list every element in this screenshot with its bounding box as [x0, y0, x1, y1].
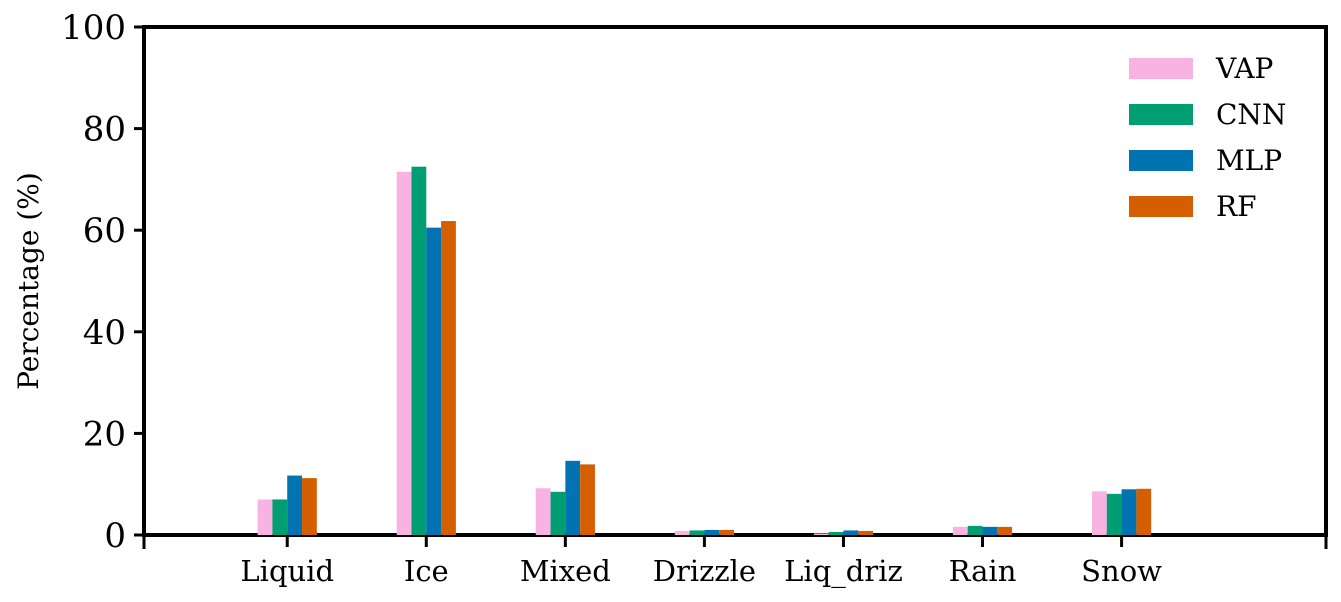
y-axis-ticks: 0 20 40 60 80 100: [61, 8, 144, 556]
bar-mlp-ice: [426, 227, 442, 535]
x-tick-label: Drizzle: [653, 554, 756, 588]
bar-cnn-mixed: [550, 491, 566, 535]
y-tick-label: 60: [83, 211, 126, 251]
bar-cnn-liquid: [272, 499, 288, 535]
x-axis-ticks: Liquid Ice Mixed Drizzle Liq_driz Rain Snow: [142, 535, 1328, 589]
x-tick-label: Mixed: [520, 554, 611, 588]
bar-vap-snow: [1091, 491, 1107, 535]
y-tick-label: 40: [83, 313, 126, 353]
legend-swatch-cnn: [1129, 104, 1193, 125]
legend-swatch-mlp: [1129, 150, 1193, 171]
bar-cnn-liq_driz: [828, 531, 844, 535]
bar-rf-ice: [441, 221, 456, 535]
bar-cnn-ice: [411, 166, 427, 535]
bar-rf-liquid: [302, 478, 317, 535]
bar-vap-liq_driz: [813, 533, 829, 535]
x-tick-label: Liquid: [240, 554, 334, 588]
bar-vap-liquid: [257, 499, 273, 535]
bar-rf-rain: [997, 526, 1013, 535]
y-tick-label: 0: [104, 516, 126, 556]
x-tick-label: Ice: [404, 554, 449, 588]
bar-mlp-rain: [982, 526, 998, 535]
y-tick-label: 80: [83, 110, 126, 150]
bars-group: [257, 166, 1152, 535]
x-tick-label: Liq_driz: [784, 554, 903, 589]
y-tick-label: 20: [83, 414, 126, 454]
plot-frame: [142, 25, 1328, 537]
bar-rf-snow: [1136, 488, 1152, 535]
x-tick-label: Snow: [1081, 554, 1162, 588]
bar-vap-mixed: [535, 488, 551, 535]
bar-rf-liq_driz: [858, 530, 874, 535]
bar-vap-ice: [396, 171, 412, 535]
legend: VAP CNN MLP RF: [1129, 52, 1286, 223]
y-axis-label: Percentage (%): [12, 172, 45, 390]
bar-vap-rain: [952, 526, 968, 535]
legend-swatch-rf: [1129, 196, 1193, 217]
legend-label-rf: RF: [1216, 190, 1257, 223]
bar-mlp-liq_driz: [843, 530, 859, 535]
legend-label-mlp: MLP: [1216, 144, 1282, 177]
bar-mlp-mixed: [565, 460, 581, 535]
bar-cnn-drizzle: [689, 530, 705, 535]
bar-mlp-drizzle: [704, 529, 720, 535]
bar-mlp-liquid: [287, 475, 303, 535]
bar-rf-mixed: [580, 464, 595, 535]
x-tick-label: Rain: [949, 554, 1017, 588]
bar-cnn-rain: [967, 525, 983, 535]
legend-swatch-vap: [1129, 58, 1193, 79]
bar-mlp-snow: [1121, 489, 1137, 535]
bar-rf-drizzle: [719, 529, 735, 535]
axes: [142, 25, 1328, 537]
legend-label-cnn: CNN: [1216, 98, 1286, 131]
legend-label-vap: VAP: [1215, 52, 1273, 85]
bar-cnn-snow: [1106, 493, 1122, 535]
y-tick-label: 100: [61, 8, 126, 48]
bar-vap-drizzle: [674, 530, 690, 535]
